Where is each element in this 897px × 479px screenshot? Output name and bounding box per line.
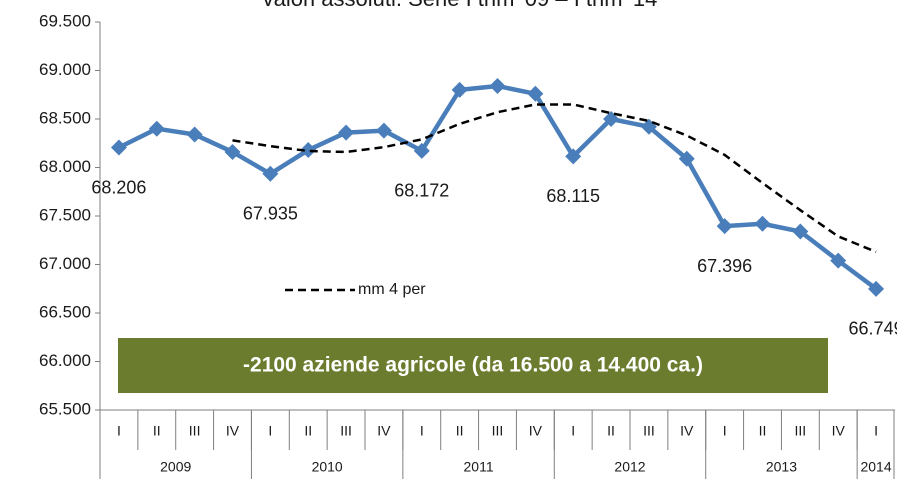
series-line [117,83,878,291]
marker [110,139,127,156]
x-tick-label: II [304,423,312,439]
marker [186,126,203,143]
x-tick-label: II [607,423,615,439]
x-tick-label: I [268,423,272,439]
x-tick-label: I [571,423,575,439]
x-tick-label: IV [529,423,543,439]
year-label: 2010 [312,459,343,475]
y-tick-label: 67.000 [39,254,91,273]
marker [262,165,279,182]
data-label: 68.206 [91,177,146,197]
marker [148,120,165,137]
marker [754,215,771,232]
x-tick-label: I [117,423,121,439]
data-label: 68.115 [546,186,600,206]
marker [338,124,355,141]
marker [792,223,809,240]
marker [716,218,733,235]
x-tick-label: III [492,423,504,439]
data-label: 67.935 [243,204,298,224]
x-tick-label: I [420,423,424,439]
marker [527,85,544,102]
marker [868,280,885,297]
marker [413,142,430,159]
marker [224,143,241,160]
y-tick-label: 68.000 [39,157,91,176]
marker [489,78,506,95]
x-tick-label: III [189,423,201,439]
year-label: 2013 [766,459,797,475]
x-tick-label: I [723,423,727,439]
x-tick-label: III [340,423,352,439]
x-tick-label: III [643,423,655,439]
annotation: -2100 aziende agricole (da 16.500 a 14.4… [243,354,703,377]
marker [375,122,392,139]
marker [300,142,317,159]
marker [830,252,847,269]
x-tick-label: II [456,423,464,439]
x-tick-label: III [795,423,807,439]
data-label: 66.749 [849,319,897,339]
y-tick-label: 66.000 [39,351,91,370]
x-tick-label: II [153,423,161,439]
marker [565,148,582,165]
y-tick-label: 69.000 [39,60,91,79]
y-tick-label: 66.500 [39,302,91,321]
annotation-box [118,338,828,393]
data-label: 67.396 [697,256,752,276]
x-tick-label: II [759,423,767,439]
x-tick-label: IV [832,423,846,439]
year-label: 2014 [860,459,891,475]
marker [451,81,468,98]
y-tick-label: 67.500 [39,205,91,224]
year-label: 2011 [464,459,494,475]
y-tick-label: 68.500 [39,108,91,127]
year-label: 2009 [160,459,191,475]
series-line [232,103,877,254]
year-label: 2012 [614,459,645,475]
y-tick-label: 65.500 [39,399,91,418]
marker [678,150,695,167]
x-tick-label: IV [377,423,391,439]
y-tick-label: 69.500 [39,11,91,30]
legend-label: mm 4 per [358,281,426,298]
data-label: 68.172 [394,181,449,201]
x-tick-label: IV [226,423,240,439]
x-tick-label: I [874,423,878,439]
x-tick-label: IV [680,423,694,439]
chart-title: valori assoluti. Serie I trim '09 – I tr… [263,0,658,11]
